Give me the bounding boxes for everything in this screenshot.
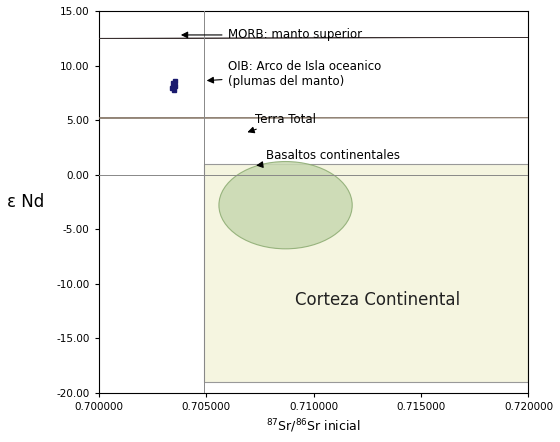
Text: Corteza Continental: Corteza Continental [296, 291, 460, 309]
Ellipse shape [219, 161, 352, 249]
Y-axis label: ε Nd: ε Nd [7, 193, 44, 211]
Ellipse shape [0, 18, 560, 58]
Ellipse shape [0, 65, 560, 171]
Text: OIB: Arco de Isla oceanico
(plumas del manto): OIB: Arco de Isla oceanico (plumas del m… [208, 60, 381, 88]
Text: MORB: manto superior: MORB: manto superior [182, 28, 362, 42]
Bar [204, 164, 529, 382]
X-axis label: $^{87}$Sr/$^{86}$Sr inicial: $^{87}$Sr/$^{86}$Sr inicial [266, 417, 361, 435]
Text: Terra Total: Terra Total [249, 113, 316, 133]
Text: Basaltos continentales: Basaltos continentales [257, 149, 400, 168]
